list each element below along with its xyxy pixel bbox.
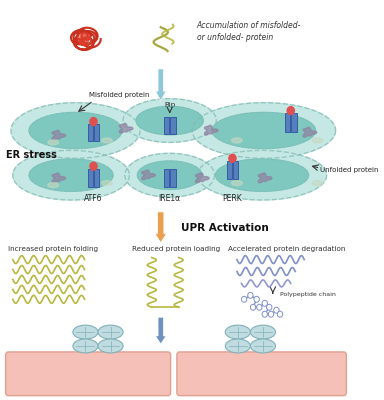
Text: Increased protein folding: Increased protein folding [8, 246, 98, 252]
Text: IRE1α: IRE1α [159, 194, 181, 203]
Bar [88, 169, 93, 187]
Polygon shape [197, 150, 327, 200]
Ellipse shape [225, 325, 250, 339]
Circle shape [257, 304, 262, 310]
Polygon shape [142, 170, 156, 180]
Text: Bip: Bip [164, 102, 175, 108]
Bar [227, 161, 232, 179]
FancyArrow shape [156, 69, 166, 101]
Polygon shape [52, 173, 66, 183]
Text: ATF6: ATF6 [84, 194, 103, 203]
Polygon shape [29, 112, 122, 148]
Bar [285, 113, 290, 132]
Polygon shape [11, 103, 140, 158]
Polygon shape [195, 173, 209, 183]
FancyBboxPatch shape [177, 352, 346, 396]
Polygon shape [101, 181, 112, 186]
Polygon shape [48, 140, 58, 145]
Circle shape [242, 296, 247, 302]
Polygon shape [123, 99, 216, 142]
Circle shape [229, 154, 236, 162]
Text: PERK: PERK [223, 194, 242, 203]
Bar [88, 124, 93, 142]
Ellipse shape [73, 325, 98, 339]
Polygon shape [232, 181, 242, 186]
Circle shape [274, 307, 279, 313]
Polygon shape [48, 183, 58, 188]
Polygon shape [303, 127, 317, 137]
Bar [170, 169, 175, 187]
Ellipse shape [98, 339, 123, 353]
Circle shape [262, 300, 267, 306]
Text: ER stress: ER stress [6, 150, 56, 160]
Polygon shape [125, 153, 215, 197]
Text: Unfolded protein: Unfolded protein [320, 167, 379, 173]
Text: Accelerated protein degradation: Accelerated protein degradation [228, 246, 345, 252]
Text: Chronic or prolonged  ER protein
homeostasis---cell apoptosis: Chronic or prolonged ER protein homeosta… [190, 363, 332, 384]
Text: Restore ER protein homeostasis
---cell survival: Restore ER protein homeostasis ---cell s… [19, 363, 157, 384]
FancyArrow shape [155, 212, 167, 243]
Polygon shape [13, 150, 129, 200]
Polygon shape [312, 181, 323, 186]
Circle shape [90, 118, 97, 126]
Polygon shape [215, 159, 308, 191]
Polygon shape [52, 130, 66, 140]
Bar [94, 169, 99, 187]
Bar [164, 169, 169, 187]
Ellipse shape [250, 325, 275, 339]
Text: UPR Activation: UPR Activation [181, 223, 269, 233]
Polygon shape [204, 125, 218, 135]
Circle shape [268, 311, 274, 317]
Circle shape [250, 304, 256, 310]
Polygon shape [192, 103, 336, 158]
Bar [94, 124, 99, 142]
Text: Misfolded protein: Misfolded protein [89, 92, 149, 98]
Polygon shape [136, 106, 203, 135]
Polygon shape [212, 112, 316, 148]
Bar [164, 116, 169, 134]
Text: Reduced protein loading: Reduced protein loading [132, 246, 220, 252]
Circle shape [262, 311, 267, 317]
Circle shape [248, 292, 253, 298]
Bar [170, 116, 175, 134]
Polygon shape [137, 161, 202, 189]
Polygon shape [101, 138, 112, 143]
Bar [233, 161, 238, 179]
Polygon shape [312, 138, 323, 143]
FancyBboxPatch shape [6, 352, 170, 396]
Polygon shape [232, 138, 242, 143]
Circle shape [254, 296, 259, 302]
FancyArrow shape [156, 317, 166, 344]
Ellipse shape [225, 339, 250, 353]
Ellipse shape [73, 339, 98, 353]
Text: Polypeptide chain: Polypeptide chain [280, 292, 336, 297]
Circle shape [277, 311, 283, 317]
Bar [291, 113, 296, 132]
Circle shape [266, 304, 272, 310]
Circle shape [287, 107, 295, 114]
Text: Accumulation of misfolded-
or unfolded- protein: Accumulation of misfolded- or unfolded- … [197, 21, 301, 42]
Polygon shape [29, 159, 113, 191]
Circle shape [90, 162, 97, 170]
Ellipse shape [250, 339, 275, 353]
Polygon shape [119, 123, 133, 133]
Ellipse shape [98, 325, 123, 339]
Polygon shape [258, 173, 272, 183]
